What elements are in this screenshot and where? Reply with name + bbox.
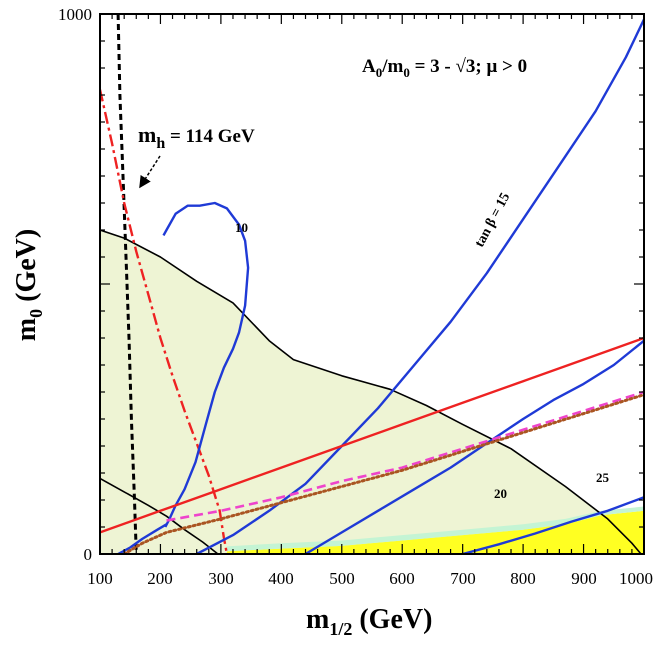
x-tick-label: 900	[571, 569, 597, 588]
series-red-solid	[100, 336, 644, 534]
contour-label-20: 20	[494, 486, 507, 501]
contour-label-10: 10	[235, 220, 248, 235]
series-black-lower-curve	[100, 477, 219, 554]
x-tick-label: 100	[87, 569, 113, 588]
mh-arrow	[139, 155, 161, 189]
x-tick-label: 600	[389, 569, 415, 588]
series-black-dashed-vertical	[116, 14, 138, 554]
x-tick-label: 400	[268, 569, 294, 588]
series-red-dashdot-mh	[100, 89, 229, 554]
series-blue-low-left	[117, 523, 168, 554]
x-tick-label: 1000	[619, 569, 653, 588]
series-brown-dotted	[122, 393, 644, 554]
y-tick-label: 0	[84, 545, 93, 564]
x-tick-label: 300	[208, 569, 234, 588]
mh-annotation: mh = 114 GeV	[138, 122, 255, 152]
y-tick-label: 1000	[58, 5, 92, 24]
x-tick-label: 200	[147, 569, 173, 588]
x-tick-label: 700	[450, 569, 476, 588]
series-magenta-dashed	[166, 390, 644, 522]
x-tick-label: 500	[329, 569, 355, 588]
series-cream-region	[100, 230, 644, 554]
series-blue-tanb10	[162, 201, 250, 528]
x-axis-title: m1/2 (GeV)	[306, 604, 432, 639]
series-cyan-boundary	[226, 506, 644, 552]
contour-label-25: 25	[596, 470, 610, 485]
chart-title: A0/m0 = 3 - √3; μ > 0	[362, 56, 527, 80]
y-axis-title: m0 (GeV)	[11, 229, 46, 341]
series-black-boundary	[100, 229, 642, 554]
x-tick-label: 800	[510, 569, 536, 588]
series-blue-tanb15	[196, 18, 644, 554]
series-yellow-region	[226, 510, 644, 554]
series-blue-tanb25	[462, 496, 644, 554]
axis-ticks	[99, 13, 645, 555]
